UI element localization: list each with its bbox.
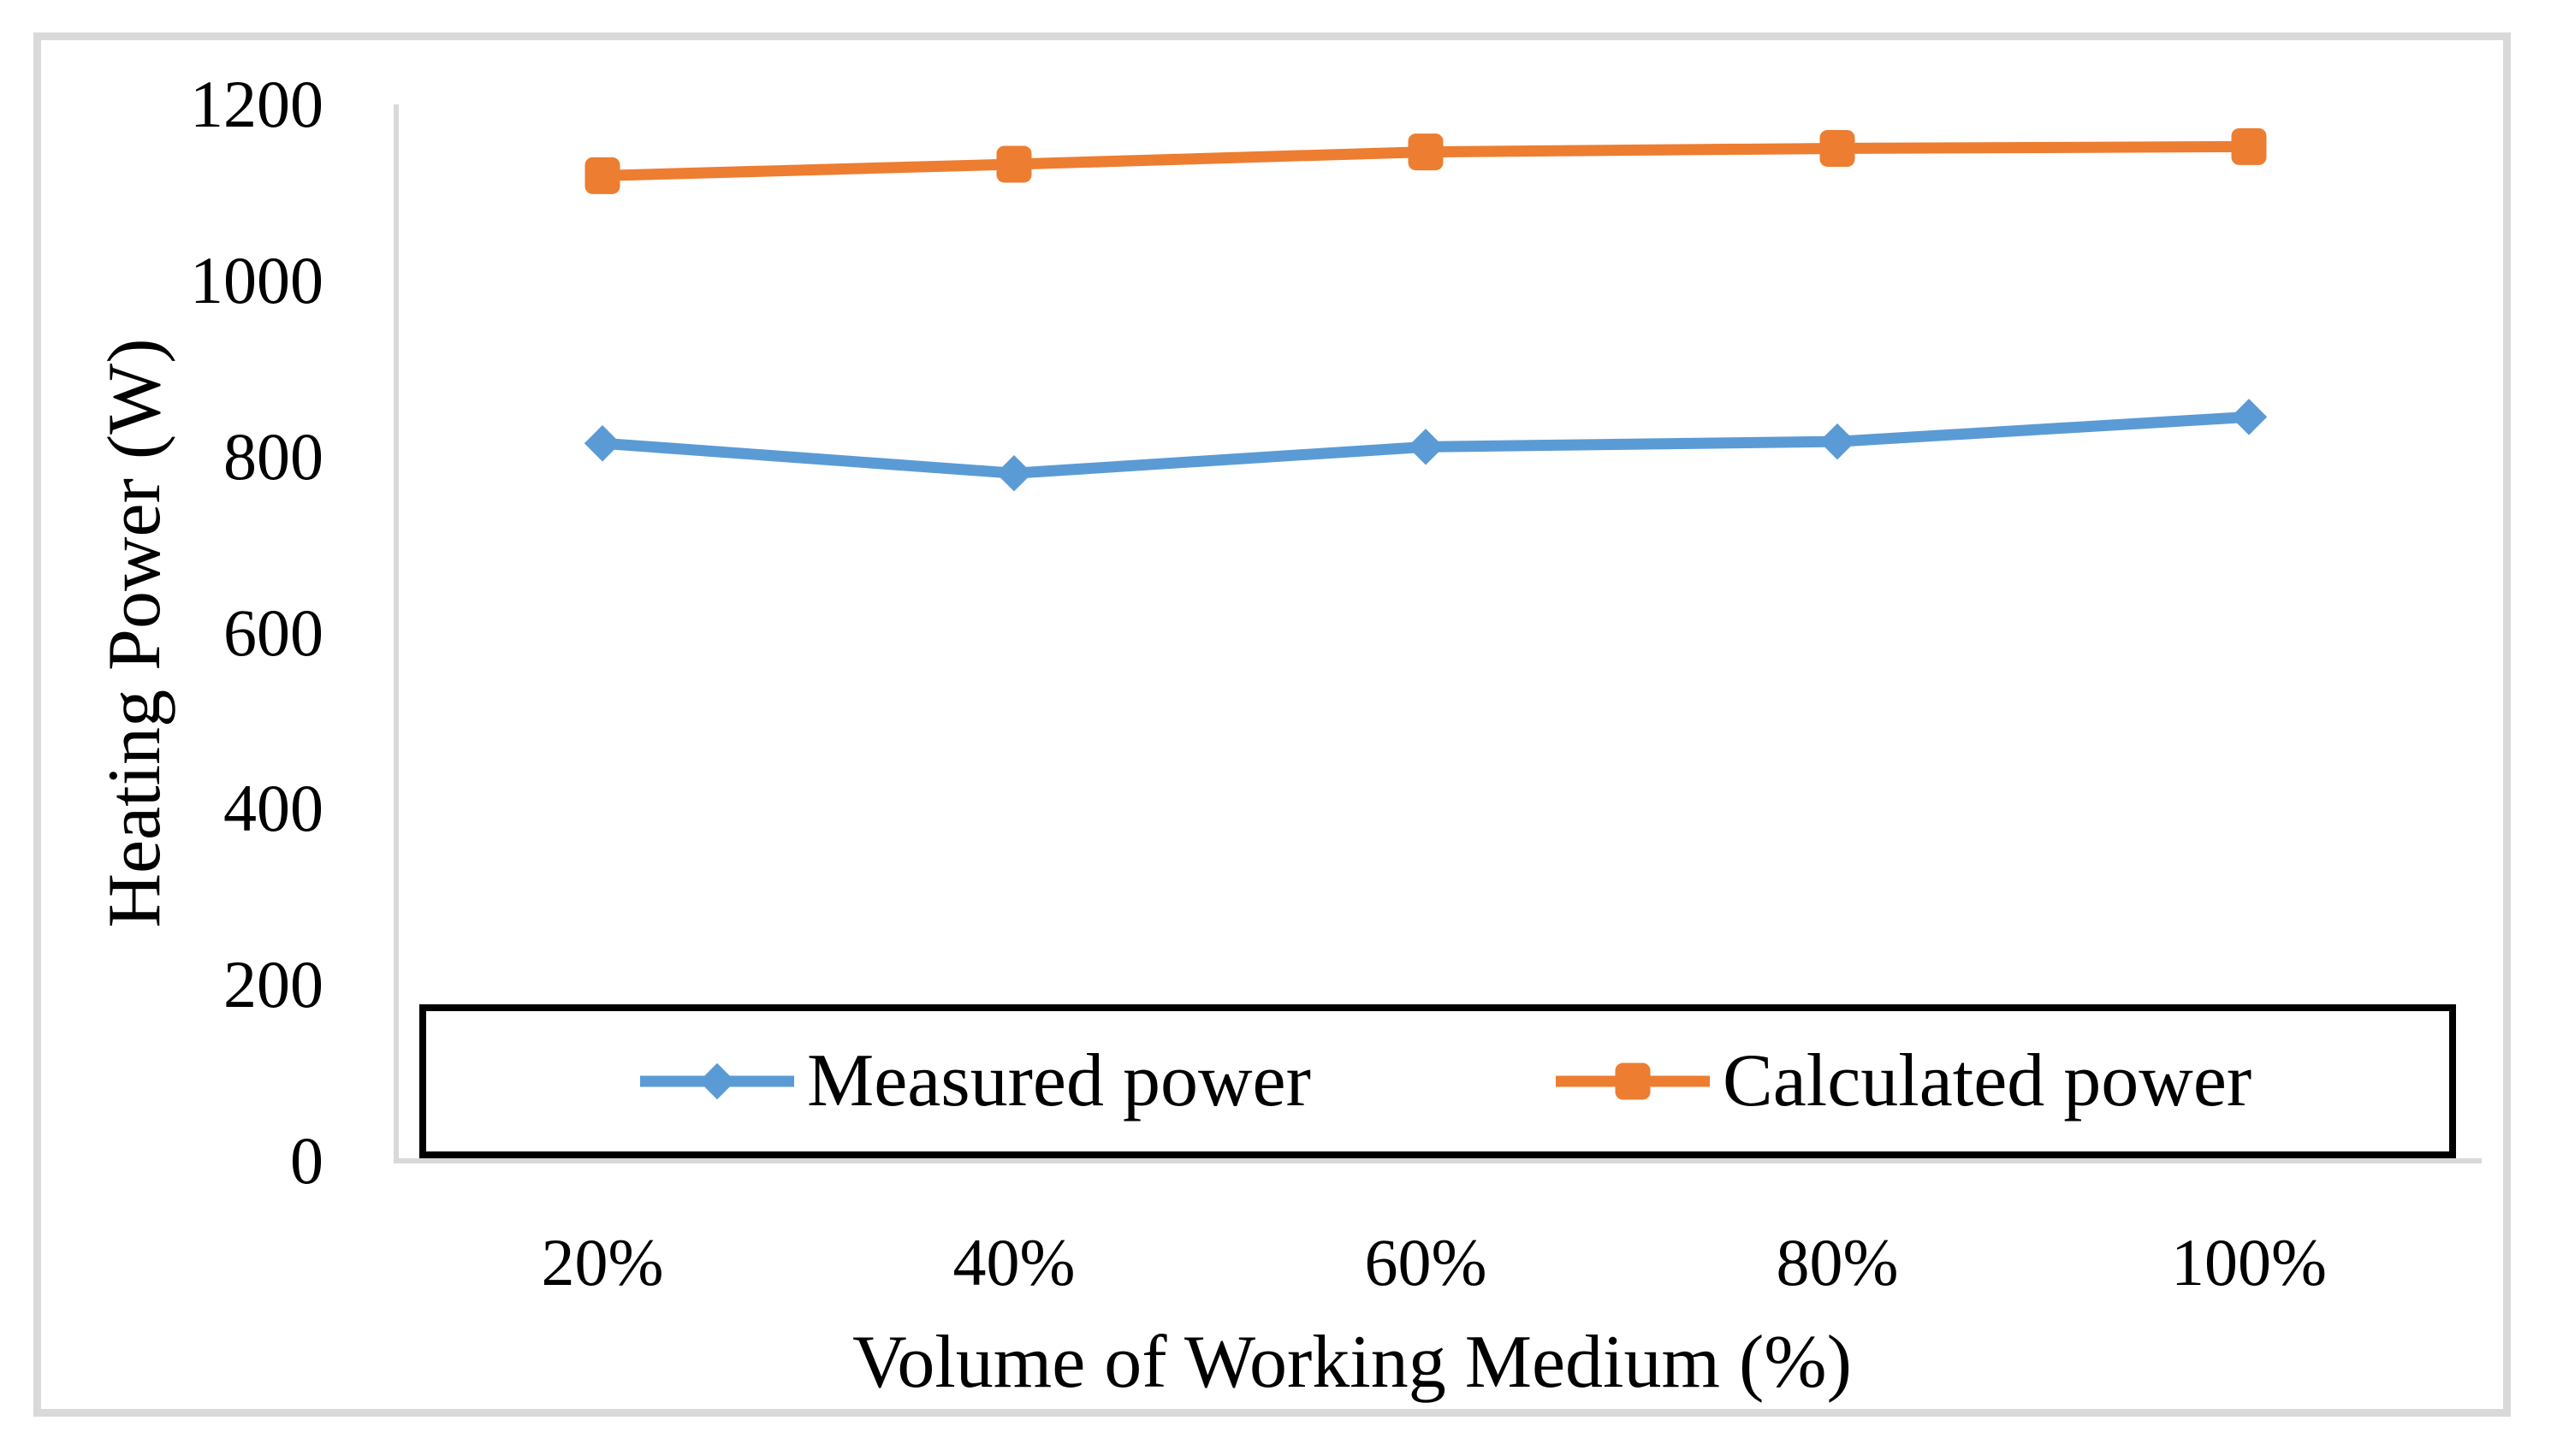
x-tick-label: 20%: [541, 1225, 664, 1299]
x-tick-label: 80%: [1776, 1225, 1899, 1299]
y-tick-label: 800: [223, 418, 323, 494]
data-point-diamond: [2230, 399, 2268, 435]
measured-power-marker-icon: [640, 1062, 794, 1100]
data-point-diamond: [1407, 429, 1445, 465]
data-point-square: [1408, 133, 1444, 171]
y-tick-label: 1200: [190, 67, 323, 141]
y-tick-label: 1000: [190, 242, 323, 317]
x-tick-label: 100%: [2171, 1225, 2327, 1299]
data-point-diamond: [584, 425, 621, 462]
x-tick-label: 60%: [1364, 1225, 1487, 1299]
y-tick-label: 400: [223, 771, 323, 846]
data-point-square: [1819, 129, 1855, 167]
figure-border: [33, 33, 2511, 1417]
y-tick-label: 600: [223, 595, 323, 670]
data-point-diamond: [698, 1062, 736, 1100]
data-point-square: [1615, 1062, 1651, 1100]
legend-item-measured-power: Measured power: [636, 1011, 1311, 1151]
data-point-square: [2231, 127, 2267, 165]
y-tick-label: 200: [223, 947, 323, 1022]
data-point-square: [584, 157, 620, 194]
data-point-diamond: [995, 455, 1033, 492]
y-axis-title: Heating Power (W): [93, 338, 176, 928]
x-axis-title: Volume of Working Medium (%): [852, 1321, 1852, 1404]
y-tick-label: 0: [290, 1123, 323, 1198]
x-tick-label: 40%: [952, 1225, 1076, 1299]
legend-label: Measured power: [807, 1039, 1311, 1122]
calculated-power-marker-icon: [1556, 1062, 1710, 1100]
legend-item-calculated-power: Calculated power: [1551, 1011, 2251, 1151]
data-point-diamond: [1818, 423, 1856, 460]
data-point-square: [996, 145, 1032, 183]
legend: Measured power Calculated power: [419, 1004, 2456, 1158]
legend-label: Calculated power: [1723, 1039, 2252, 1122]
